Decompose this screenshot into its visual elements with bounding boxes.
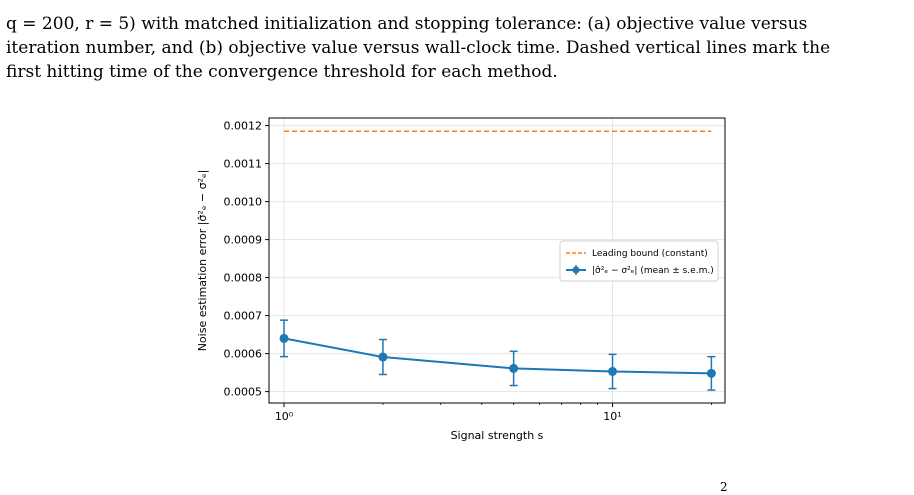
- series-line: [283, 337, 712, 375]
- caption-line-1: q = 200, r = 5) with matched initializat…: [6, 14, 808, 34]
- data-point: [279, 333, 289, 343]
- y-tick-label: 0.0010: [224, 196, 263, 209]
- data-point: [509, 363, 519, 373]
- legend-box: [559, 240, 719, 282]
- y-tick-label: 0.0006: [224, 348, 263, 361]
- y-axis-label: Noise estimation error |σ̂²ₑ − σ²ₑ|: [196, 170, 209, 352]
- y-tick-label: 0.0009: [224, 234, 263, 247]
- legend-swatch-marker: [572, 266, 580, 274]
- footer-superscript: 2: [720, 480, 728, 494]
- data-point: [378, 352, 388, 362]
- y-tick-label: 0.0011: [224, 158, 263, 171]
- legend: Leading bound (constant) |σ̂²ₑ − σ²ₑ| (me…: [559, 240, 719, 282]
- data-point: [608, 366, 618, 376]
- legend-label-bound: Leading bound (constant): [592, 249, 708, 259]
- ticks-layer: 0.0005 0.0006 0.0007 0.0008 0.0009 0.0010 0.00…: [224, 120, 712, 423]
- y-tick-label: 0.0005: [224, 386, 263, 399]
- plot-frame: [268, 117, 726, 404]
- figure-caption: q = 200, r = 5) with matched initializat…: [6, 12, 906, 84]
- y-tick-label: 0.0012: [224, 120, 263, 133]
- y-tick-label: 0.0007: [224, 310, 263, 323]
- x-axis-label: Signal strength s: [451, 429, 544, 442]
- x-tick-label: 10¹: [603, 410, 621, 423]
- data-point: [706, 368, 716, 378]
- legend-label-series: |σ̂²ₑ − σ²ₑ| (mean ± s.e.m.): [592, 265, 714, 276]
- series-layer: [279, 130, 716, 391]
- caption-line-3: first hitting time of the convergence th…: [6, 62, 558, 82]
- footer-fragment: 2: [0, 478, 914, 495]
- x-tick-label: 10⁰: [275, 410, 294, 423]
- y-tick-label: 0.0008: [224, 272, 263, 285]
- caption-line-2: iteration number, and (b) objective valu…: [6, 38, 831, 58]
